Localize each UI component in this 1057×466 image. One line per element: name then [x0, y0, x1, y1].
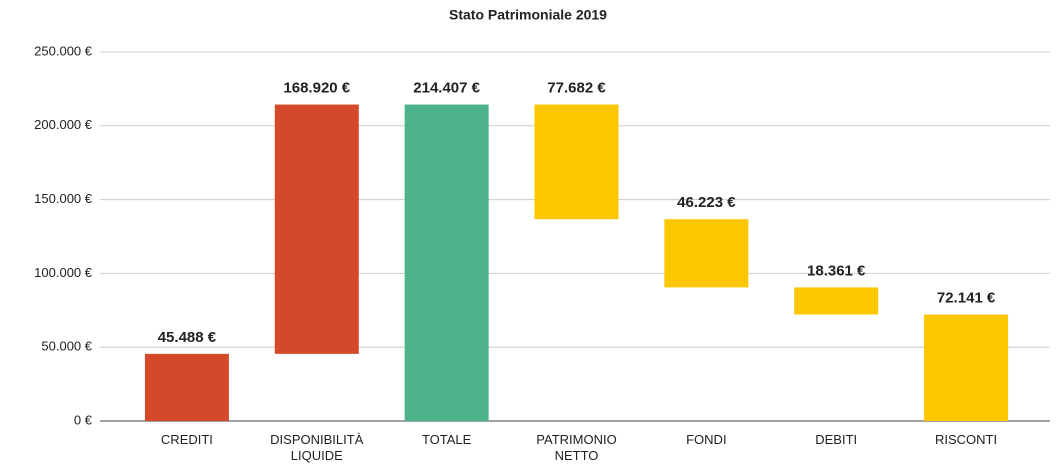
- bar: [664, 219, 749, 288]
- value-label: 77.682 €: [547, 80, 606, 97]
- y-tick-label: 150.000 €: [34, 191, 93, 206]
- bar: [404, 104, 489, 421]
- bar: [144, 353, 229, 421]
- x-tick-label: FONDI: [686, 432, 727, 447]
- x-tick-label: DISPONIBILITÀ LIQUIDE: [270, 432, 364, 463]
- value-label: 168.920 €: [283, 80, 350, 97]
- x-tick-label: PATRIMONIO NETTO: [536, 432, 617, 463]
- value-label: 214.407 €: [413, 80, 480, 97]
- y-tick-label: 50.000 €: [41, 339, 92, 354]
- x-tick-label: TOTALE: [421, 432, 472, 447]
- x-tick-label: CREDITI: [160, 432, 213, 447]
- x-tick-label: RISCONTI: [935, 432, 998, 447]
- value-label: 46.223 €: [677, 194, 736, 211]
- value-label: 45.488 €: [158, 329, 217, 346]
- y-tick-label: 0 €: [74, 412, 93, 427]
- value-label: 72.141 €: [937, 289, 996, 306]
- bar: [534, 104, 619, 220]
- bar: [274, 104, 359, 354]
- y-tick-label: 250.000 €: [34, 43, 93, 58]
- y-tick-label: 200.000 €: [34, 117, 93, 132]
- value-label: 18.361 €: [807, 262, 866, 279]
- bar: [794, 287, 879, 315]
- chart-title: Stato Patrimoniale 2019: [449, 7, 607, 23]
- bar: [924, 314, 1009, 421]
- x-tick-label: DEBITI: [815, 432, 858, 447]
- y-tick-label: 100.000 €: [34, 265, 93, 280]
